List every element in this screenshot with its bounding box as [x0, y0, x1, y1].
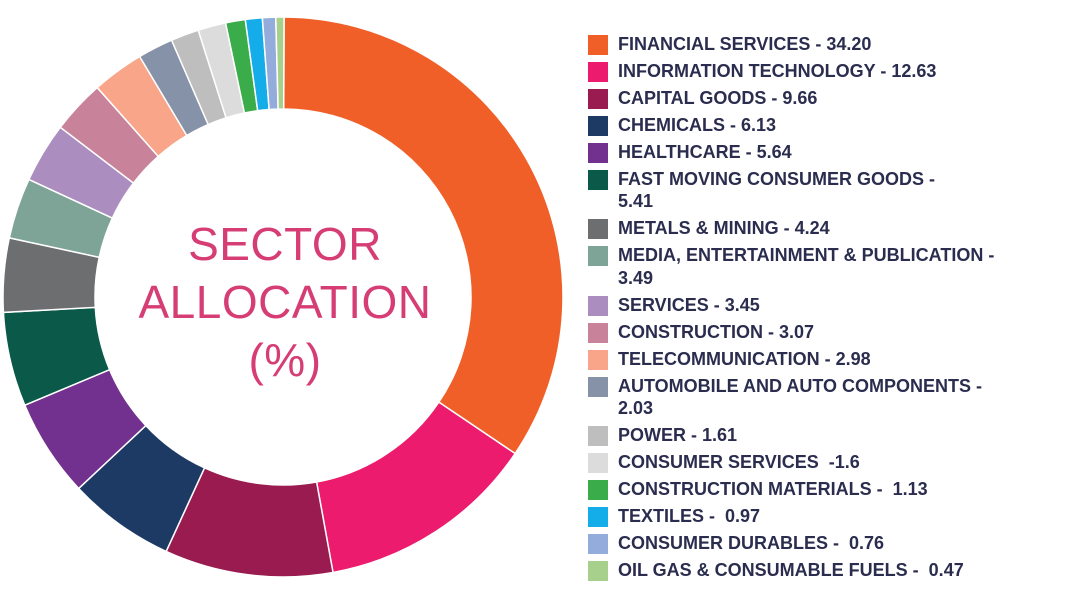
legend-item: TEXTILES - 0.97: [588, 505, 1058, 528]
legend-label: CAPITAL GOODS - 9.66: [618, 88, 818, 108]
legend-swatch: [588, 426, 608, 447]
legend-swatch: [588, 376, 608, 397]
legend-item: CAPITAL GOODS - 9.66: [588, 87, 1058, 109]
legend-label: TELECOMMUNICATION - 2.98: [618, 348, 871, 369]
donut-chart: [2, 16, 564, 578]
legend-item: FAST MOVING CONSUMER GOODS -5.41: [588, 168, 1058, 213]
legend-label: CONSUMER SERVICES -1.6: [618, 452, 860, 473]
legend-label: INFORMATION TECHNOLOGY - 12.63: [618, 61, 937, 81]
legend-item: CONSTRUCTION - 3.07: [588, 321, 1058, 343]
legend-label: FINANCIAL SERVICES - 34.20: [618, 34, 872, 54]
chart-title-line: SECTOR: [188, 218, 382, 270]
legend-label: 5.41: [618, 191, 654, 212]
chart-title-line: ALLOCATION: [138, 276, 432, 328]
legend-label: HEALTHCARE - 5.64: [618, 142, 792, 162]
legend-swatch: [588, 295, 608, 316]
chart-title-line: (%): [248, 334, 322, 386]
legend-label: CONSTRUCTION - 3.07: [618, 321, 815, 342]
legend-label: CHEMICALS - 6.13: [618, 115, 777, 135]
legend-item: AUTOMOBILE AND AUTO COMPONENTS -2.03: [588, 375, 1058, 420]
legend-label: POWER - 1.61: [618, 425, 738, 446]
legend-item: CONSUMER DURABLES - 0.76: [588, 532, 1058, 555]
legend-swatch: [588, 561, 608, 582]
legend-item: INFORMATION TECHNOLOGY - 12.63: [588, 60, 1058, 82]
legend-swatch: [588, 62, 608, 82]
legend-label: FAST MOVING CONSUMER GOODS -: [618, 169, 936, 189]
legend-swatch: [588, 349, 608, 370]
legend-swatch: [588, 507, 608, 528]
legend-item: CONSTRUCTION MATERIALS - 1.13: [588, 478, 1058, 501]
legend-item: FINANCIAL SERVICES - 34.20: [588, 33, 1058, 55]
legend-label: 3.49: [618, 267, 654, 288]
legend-item: CONSUMER SERVICES -1.6: [588, 451, 1058, 474]
pie-slice: [282, 16, 564, 455]
legend-item: OIL GAS & CONSUMABLE FUELS - 0.47: [588, 559, 1058, 582]
legend-label: SERVICES - 3.45: [618, 294, 760, 315]
legend-label: 2.03: [618, 398, 654, 419]
legend-swatch: [588, 89, 608, 109]
legend-label: CONSUMER DURABLES - 0.76: [618, 533, 885, 554]
legend-swatch: [588, 35, 608, 55]
legend-item: POWER - 1.61: [588, 424, 1058, 447]
legend-label: AUTOMOBILE AND AUTO COMPONENTS -: [618, 375, 982, 396]
legend-label: TEXTILES - 0.97: [618, 506, 761, 527]
legend-swatch: [588, 480, 608, 501]
chart-legend: FINANCIAL SERVICES - 34.20 INFORMATION TE…: [588, 33, 1058, 586]
legend-item: MEDIA, ENTERTAINMENT & PUBLICATION -3.49: [588, 244, 1058, 289]
chart-title: SECTOR ALLOCATION (%): [110, 215, 460, 389]
legend-item: HEALTHCARE - 5.64: [588, 141, 1058, 163]
legend-swatch: [588, 170, 608, 190]
legend-swatch: [588, 534, 608, 555]
legend-swatch: [588, 246, 608, 267]
legend-item: SERVICES - 3.45: [588, 294, 1058, 316]
legend-item: CHEMICALS - 6.13: [588, 114, 1058, 136]
legend-label: METALS & MINING - 4.24: [618, 218, 830, 239]
legend-swatch: [588, 453, 608, 474]
legend-swatch: [588, 116, 608, 136]
legend-item: METALS & MINING - 4.24: [588, 217, 1058, 240]
legend-label: OIL GAS & CONSUMABLE FUELS - 0.47: [618, 560, 964, 581]
legend-label: MEDIA, ENTERTAINMENT & PUBLICATION -: [618, 245, 995, 266]
legend-swatch: [588, 219, 608, 240]
legend-item: TELECOMMUNICATION - 2.98: [588, 348, 1058, 370]
legend-swatch: [588, 322, 608, 343]
legend-label: CONSTRUCTION MATERIALS - 1.13: [618, 479, 928, 500]
pie-slice: [274, 16, 285, 110]
legend-swatch: [588, 143, 608, 163]
